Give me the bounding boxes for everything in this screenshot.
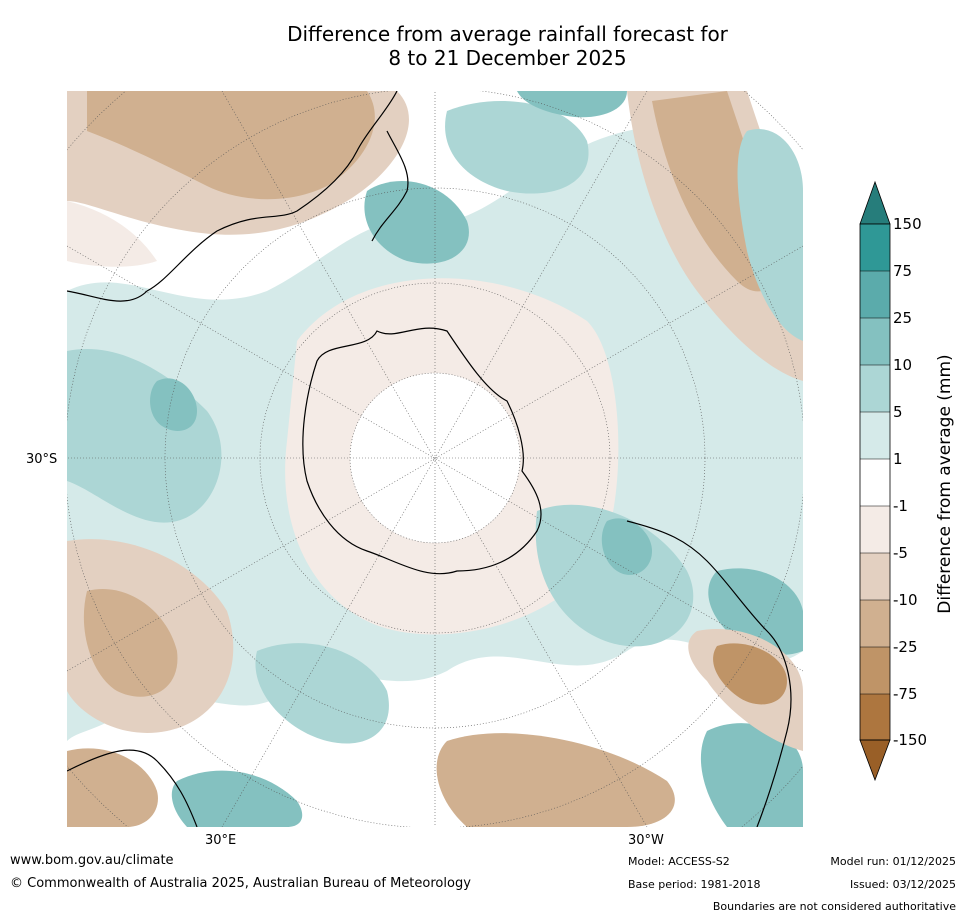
wet-region-africa-south [255, 643, 389, 744]
lat-30s-label: 30°S [26, 452, 58, 467]
footer-base-period: Base period: 1981-2018 [628, 878, 761, 891]
colorbar-m25-m10 [860, 600, 890, 647]
africa-coast [67, 749, 198, 827]
new-zealand-coast [371, 130, 409, 242]
rainfall-map [67, 91, 803, 827]
colorbar-tick: 150 [893, 215, 922, 233]
australia-coast [67, 91, 398, 302]
colorbar [859, 180, 891, 782]
footer-copyright: © Commonwealth of Australia 2025, Austra… [10, 876, 471, 891]
wet-region-south-atlantic [535, 504, 694, 647]
colorbar-tick: 75 [893, 262, 913, 280]
colorbar-m150-m75 [860, 694, 890, 740]
map-svg [67, 91, 803, 827]
colorbar-5-10 [860, 365, 890, 412]
wet-region-bottom-left [171, 770, 303, 827]
wet-region-indian-ocean-core [150, 378, 197, 431]
colorbar-tick: -150 [893, 731, 928, 749]
colorbar-tick: 1 [893, 450, 903, 468]
colorbar-m1-1 [860, 459, 890, 506]
colorbar-tick: -75 [893, 685, 918, 703]
colorbar-75-150 [860, 224, 890, 271]
title-line-2: 8 to 21 December 2025 [388, 46, 627, 70]
colorbar-tick: 25 [893, 309, 913, 327]
antarctica-coast [302, 327, 542, 575]
colorbar-tick: 10 [893, 356, 913, 374]
colorbar-tick: 5 [893, 403, 903, 421]
colorbar-tick: -1 [893, 497, 908, 515]
footer-model-run: Model run: 01/12/2025 [830, 855, 956, 868]
colorbar-m75-m25 [860, 647, 890, 694]
colorbar-10-25 [860, 318, 890, 365]
footer-model: Model: ACCESS-S2 [628, 855, 730, 868]
footer-disclaimer: Boundaries are not considered authoritat… [712, 900, 956, 913]
colorbar-25-75 [860, 271, 890, 318]
wet-region-pacific-north [445, 101, 589, 194]
colorbar-extend-bottom [859, 739, 891, 782]
dry-region-australia-core [87, 91, 375, 200]
lon-30e-label: 30°E [205, 833, 237, 848]
colorbar-extend-top [859, 180, 891, 225]
colorbar-tick: -10 [893, 591, 918, 609]
colorbar-m10-m5 [860, 553, 890, 600]
title-line-1: Difference from average rainfall forecas… [287, 22, 728, 46]
colorbar-tick: -5 [893, 544, 908, 562]
wet-region-east-pacific [737, 129, 803, 341]
footer-url[interactable]: www.bom.gov.au/climate [10, 853, 174, 868]
dry-region-bottom-center [436, 733, 675, 827]
dry-region-bottom-left [67, 748, 158, 827]
dry-region-australia-light [67, 201, 157, 267]
colorbar-1-5 [860, 412, 890, 459]
footer-issued: Issued: 03/12/2025 [849, 878, 956, 891]
coastlines [67, 91, 792, 827]
chart-title: Difference from average rainfall forecas… [0, 22, 965, 70]
wet-region-new-zealand [364, 181, 469, 264]
south-america-coast [626, 520, 792, 827]
dry-region-south-america-core [713, 643, 787, 705]
dry-region-africa-ocean-core [83, 589, 178, 697]
wet-region-south-atlantic-core [601, 518, 652, 575]
graticule [67, 91, 803, 827]
colorbar-tick: -25 [893, 638, 918, 656]
lon-30w-label: 30°W [628, 833, 664, 848]
wet-region-bottom-right [700, 723, 803, 827]
wet-region-top-teal [517, 91, 627, 118]
colorbar-m5-m1 [860, 506, 890, 553]
colorbar-title: Difference from average (mm) [935, 354, 955, 614]
